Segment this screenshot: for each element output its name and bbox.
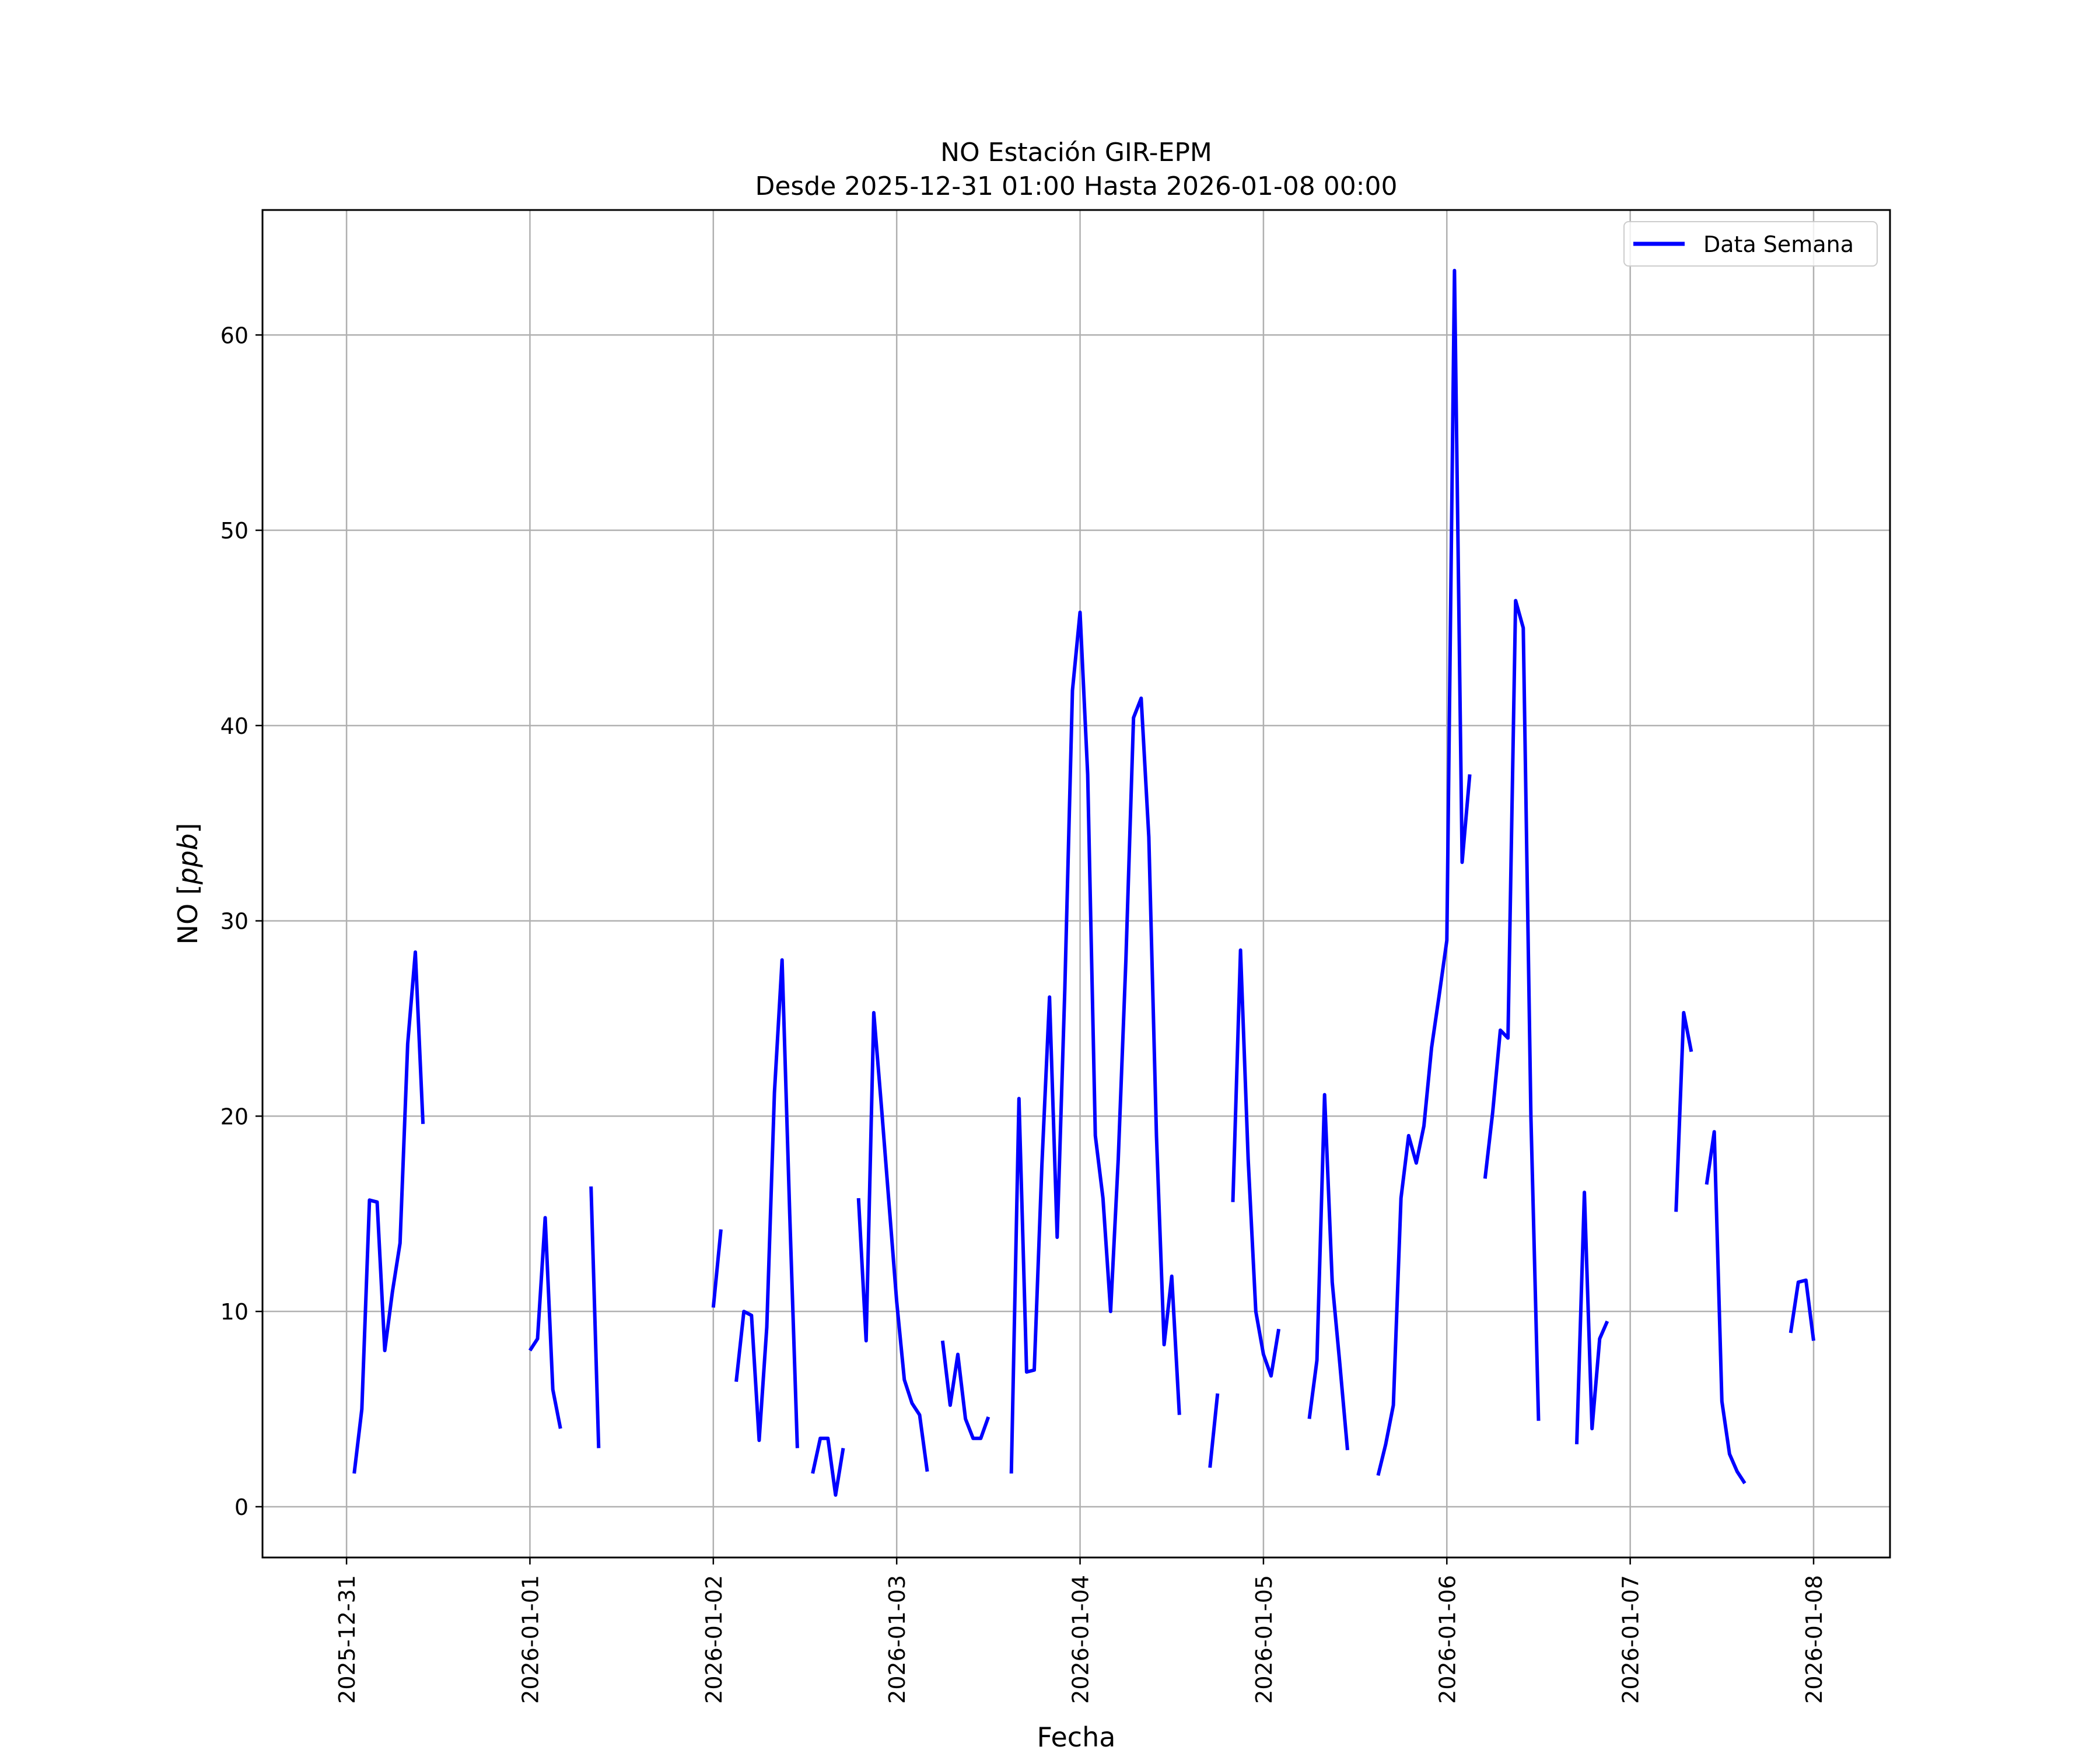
y-tick-label: 50 bbox=[220, 518, 249, 544]
y-axis-label: NO [ppb] bbox=[172, 823, 204, 945]
y-axis-label-prefix: NO [ bbox=[172, 884, 204, 944]
y-axis-label-unit: ppb bbox=[172, 834, 204, 886]
y-tick-label: 10 bbox=[220, 1299, 249, 1325]
legend-box bbox=[1623, 221, 1878, 267]
y-tick-label: 60 bbox=[220, 323, 249, 348]
series-line-segment bbox=[1704, 1130, 1746, 1485]
grid bbox=[262, 210, 1890, 1558]
series-line-segment bbox=[1208, 1393, 1220, 1468]
y-tick-label: 20 bbox=[220, 1104, 249, 1129]
x-tick-label: 2026-01-05 bbox=[1251, 1575, 1277, 1704]
x-tick-label: 2026-01-01 bbox=[517, 1575, 543, 1704]
series-line-segment bbox=[1483, 598, 1541, 1421]
legend: Data Semana bbox=[1623, 221, 1878, 267]
series-data-semana bbox=[352, 268, 1815, 1497]
series-line-segment bbox=[1307, 1093, 1349, 1451]
y-tick-label: 30 bbox=[220, 909, 249, 935]
x-tick-label: 2025-12-31 bbox=[334, 1575, 360, 1704]
series-line-segment bbox=[734, 958, 799, 1448]
x-tick-label: 2026-01-03 bbox=[884, 1575, 910, 1704]
series-line-segment bbox=[1575, 1191, 1609, 1444]
series-line-segment bbox=[528, 1216, 562, 1429]
y-tick-label: 0 bbox=[235, 1494, 249, 1520]
x-tick-label: 2026-01-06 bbox=[1434, 1575, 1460, 1704]
y-axis-label-suffix: ] bbox=[172, 823, 204, 834]
series-line-segment bbox=[711, 1229, 723, 1308]
chart-title: NO Estación GIR-EPM bbox=[940, 138, 1212, 167]
x-tick-label: 2026-01-08 bbox=[1801, 1575, 1827, 1704]
series-line-segment bbox=[1376, 268, 1472, 1476]
axis-ticks: 2025-12-31 2026-01-01 2026-01-02 2026-01-03… bbox=[220, 323, 1827, 1704]
series-line-segment bbox=[811, 1436, 845, 1497]
x-tick-label: 2026-01-07 bbox=[1618, 1575, 1644, 1704]
plot-frame bbox=[261, 209, 1891, 1559]
series-line-segment bbox=[856, 1011, 929, 1472]
series-line-segment bbox=[940, 1340, 991, 1440]
series-line-segment bbox=[1674, 1011, 1693, 1212]
x-axis-label: Fecha bbox=[1037, 1721, 1116, 1750]
y-tick-label: 40 bbox=[220, 713, 249, 739]
series-line-segment bbox=[589, 1186, 601, 1448]
chart-subtitle: Desde 2025-12-31 01:00 Hasta 2026-01-08 … bbox=[755, 172, 1397, 201]
legend-label: Data Semana bbox=[1703, 232, 1854, 257]
series-line-segment bbox=[352, 950, 425, 1474]
x-tick-label: 2026-01-02 bbox=[701, 1575, 727, 1704]
series-line-segment bbox=[1788, 1278, 1815, 1341]
series-line-segment bbox=[1231, 948, 1281, 1378]
series-line-segment bbox=[1009, 610, 1181, 1474]
x-tick-label: 2026-01-04 bbox=[1068, 1575, 1094, 1704]
